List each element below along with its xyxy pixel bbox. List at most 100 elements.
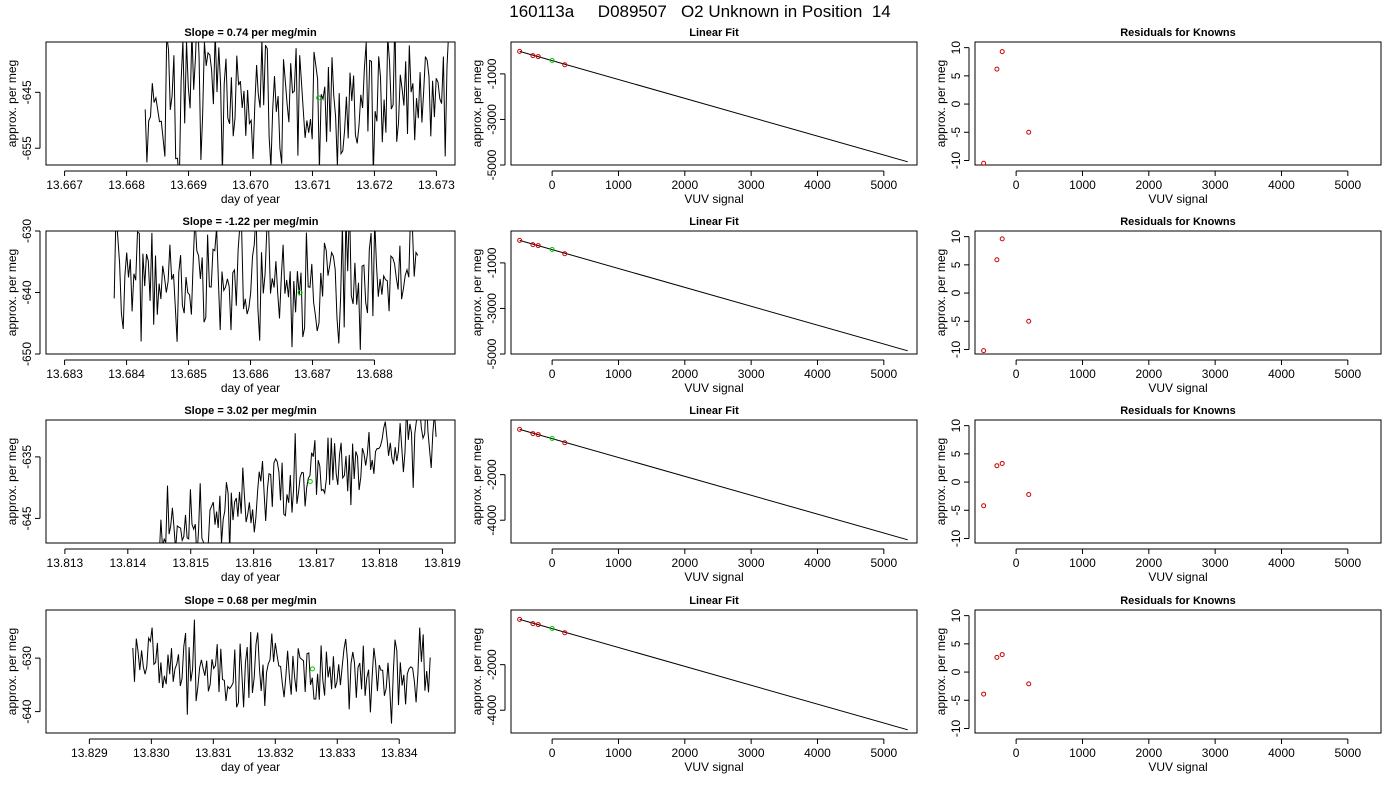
y-tick-label: -5 (949, 695, 963, 706)
x-tick-label: 5000 (870, 746, 897, 760)
x-tick-label: 3000 (1202, 556, 1229, 570)
residual-point (994, 463, 1000, 469)
panel-title: Residuals for Knowns (1120, 27, 1236, 39)
x-tick-label: 2000 (671, 556, 698, 570)
panel-r3c3: Residuals for Knowns 0 1000 2000 3000 4000 500… (934, 405, 1382, 584)
panel-r2c3: Residuals for Knowns 0 1000 2000 3000 4000 500… (934, 216, 1382, 395)
panel-r1c3: Residuals for Knowns 0 1000 2000 3000 4000 500… (934, 27, 1382, 206)
x-tick-label: 13.668 (108, 178, 145, 192)
x-tick-label: 4000 (804, 367, 831, 381)
known-point (517, 426, 523, 432)
panel-title: Linear Fit (689, 405, 739, 417)
y-tick-label: -645 (20, 506, 34, 530)
x-tick-label: 13.669 (170, 178, 207, 192)
y-tick-label: 10 (949, 230, 963, 244)
x-tick-label: 2000 (1135, 367, 1162, 381)
residual-point (1026, 318, 1032, 324)
known-point (535, 54, 541, 60)
y-tick-label: 5 (949, 640, 963, 647)
residual-point (994, 654, 1000, 660)
unknown-point (549, 625, 555, 631)
x-tick-label: 5000 (1334, 367, 1361, 381)
x-tick-label: 13.833 (319, 746, 356, 760)
x-axis-label: VUV signal (684, 760, 743, 774)
x-tick-label: 4000 (804, 178, 831, 192)
x-tick-label: 0 (1013, 746, 1020, 760)
panel-title: Linear Fit (689, 216, 739, 228)
y-axis-label: approx. per meg (5, 628, 19, 715)
x-tick-label: 13.671 (294, 178, 331, 192)
x-axis-label: day of year (221, 760, 280, 774)
x-tick-label: 5000 (1334, 178, 1361, 192)
x-tick-label: 4000 (1268, 556, 1295, 570)
residual-point (999, 652, 1005, 658)
y-tick-label: -3000 (485, 104, 499, 135)
x-axis-label: VUV signal (1148, 570, 1207, 584)
panel-r1c2: Linear Fit 0 1000 2000 3000 4000 5000 VUV signa… (470, 27, 918, 206)
known-point (562, 630, 568, 636)
x-tick-label: 0 (549, 367, 556, 381)
residual-point (999, 49, 1005, 55)
plot-frame (45, 609, 456, 734)
x-tick-label: 2000 (671, 178, 698, 192)
y-axis-label: approx. per meg (934, 628, 948, 715)
y-tick-label: -1000 (485, 247, 499, 278)
panel-r3c1: Slope = 3.02 per meg/min 13.813 13.814 13.8… (5, 405, 461, 584)
unknown-marker (307, 479, 313, 484)
x-tick-label: 4000 (1268, 178, 1295, 192)
x-tick-label: 3000 (1202, 746, 1229, 760)
x-tick-label: 13.672 (356, 178, 393, 192)
y-tick-label: -640 (20, 280, 34, 304)
panel-r4c3: Residuals for Knowns 0 1000 2000 3000 4000 500… (934, 595, 1382, 774)
plot-frame (45, 230, 456, 355)
x-tick-label: 13.685 (170, 367, 207, 381)
unknown-point (549, 435, 555, 441)
panel-r1c1: Slope = 0.74 per meg/min 13.667 13.668 13.6… (5, 27, 456, 206)
known-point (517, 616, 523, 622)
y-axis-label: approx. per meg (470, 438, 484, 525)
plot-frame (974, 41, 1382, 166)
panel-r2c2: Linear Fit 0 1000 2000 3000 4000 5000 VUV signa… (470, 216, 918, 395)
y-tick-label: -630 (20, 219, 34, 243)
y-tick-label: 10 (949, 609, 963, 623)
series-line (159, 420, 437, 543)
x-tick-label: 3000 (738, 367, 765, 381)
x-tick-label: 3000 (738, 746, 765, 760)
y-tick-label: -645 (20, 80, 34, 104)
plot-frame (45, 419, 456, 544)
panel-title: Residuals for Knowns (1120, 595, 1236, 607)
x-tick-label: 13.830 (133, 746, 170, 760)
y-tick-label: -655 (20, 136, 34, 160)
unknown-point (549, 246, 555, 252)
figure-title: 160113a D089507 O2 Unknown in Position 1… (509, 2, 891, 21)
known-point (535, 432, 541, 438)
x-tick-label: 13.688 (356, 367, 393, 381)
y-tick-label: 0 (949, 478, 963, 485)
x-tick-label: 1000 (1069, 556, 1096, 570)
x-axis-label: VUV signal (684, 570, 743, 584)
residual-point (999, 236, 1005, 242)
x-tick-label: 1000 (605, 178, 632, 192)
y-axis-label: approx. per meg (934, 249, 948, 336)
y-axis-label: approx. per meg (934, 438, 948, 525)
y-tick-label: 10 (949, 41, 963, 55)
y-tick-label: -10 (949, 151, 963, 169)
y-tick-label: 0 (949, 289, 963, 296)
x-tick-label: 13.816 (235, 556, 272, 570)
plot-frame (510, 609, 918, 734)
x-tick-label: 4000 (804, 746, 831, 760)
x-tick-label: 5000 (870, 556, 897, 570)
y-tick-label: -5 (949, 505, 963, 516)
series-line (132, 619, 431, 724)
known-point (517, 237, 523, 243)
known-point (535, 243, 541, 249)
y-axis-label: approx. per meg (934, 60, 948, 147)
x-tick-label: 1000 (1069, 746, 1096, 760)
y-tick-label: -10 (949, 719, 963, 737)
residual-point (1026, 681, 1032, 687)
x-tick-label: 5000 (870, 178, 897, 192)
x-tick-label: 0 (549, 178, 556, 192)
residual-point (994, 66, 1000, 72)
x-tick-label: 5000 (1334, 746, 1361, 760)
